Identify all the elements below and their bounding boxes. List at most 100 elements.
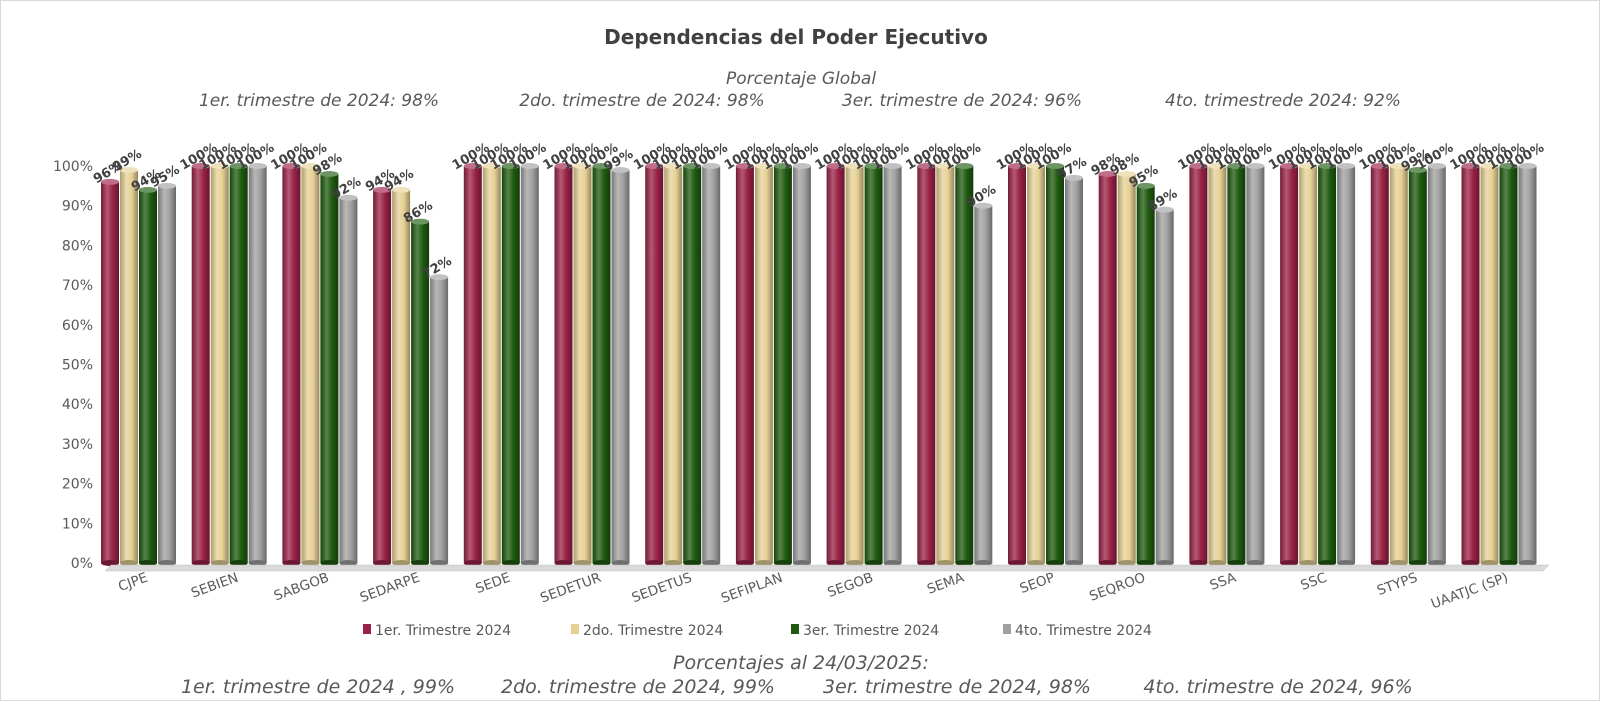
chart-floor	[104, 564, 1550, 572]
bar-sebien-2do-trimestre-2024	[210, 163, 229, 566]
bar-sede-1er-trimestre-2024	[463, 163, 482, 566]
y-tick-label: 80%	[62, 238, 93, 254]
legend-swatch	[571, 624, 579, 634]
y-tick-label: 70%	[62, 278, 93, 294]
bar-uaatjc-sp-2do-trimestre-2024	[1480, 163, 1499, 566]
x-tick-label: SSA	[1208, 569, 1239, 593]
bar-sedetur-1er-trimestre-2024	[554, 163, 573, 566]
bar-sedarpe-4to-trimestre-2024	[430, 274, 449, 566]
x-tick-label: SEOP	[1018, 570, 1057, 597]
bar-seop-3er-trimestre-2024	[1046, 163, 1064, 566]
y-tick-label: 20%	[62, 477, 93, 493]
footer-summary-q2: 2do. trimestre de 2024, 99%	[501, 676, 775, 698]
bar-ssa-3er-trimestre-2024	[1227, 163, 1246, 566]
bar-uaatjc-sp-4to-trimestre-2024	[1518, 163, 1537, 566]
y-axis: 0% 10% 20% 30% 40% 50% 60% 70% 80% 90% 100%	[53, 159, 93, 572]
legend-label: 3er. Trimestre 2024	[803, 623, 939, 639]
bar-sefiplan-1er-trimestre-2024	[735, 163, 754, 566]
bar-styps-2do-trimestre-2024	[1389, 163, 1408, 566]
bar-cjpe-4to-trimestre-2024	[158, 182, 176, 566]
period-summary-q3: 3er. trimestre de 2024: 96%	[842, 91, 1082, 111]
legend-label: 4to. Trimestre 2024	[1015, 623, 1152, 639]
bar-segob-2do-trimestre-2024	[845, 163, 864, 566]
bar-ssc-3er-trimestre-2024	[1318, 163, 1337, 566]
legend: 1er. Trimestre 2024 2do. Trimestre 2024 3e…	[363, 623, 1152, 639]
x-axis: CJPE SEBIEN SABGOB SEDARPE SEDE SEDETUR SEDETU…	[104, 564, 1550, 612]
y-tick-label: 40%	[62, 397, 93, 413]
bar-sedarpe-2do-trimestre-2024	[392, 186, 411, 566]
bar-uaatjc-sp-3er-trimestre-2024	[1499, 163, 1518, 566]
bar-sebien-3er-trimestre-2024	[229, 163, 248, 566]
x-tick-label: SEMA	[925, 569, 967, 597]
legend-swatch	[363, 624, 371, 634]
footer-summary-q4: 4to. trimestre de 2024, 96%	[1143, 676, 1412, 698]
bar-ssc-4to-trimestre-2024	[1337, 163, 1356, 566]
bar-sedetus-4to-trimestre-2024	[702, 163, 721, 566]
y-tick-label: 10%	[62, 516, 93, 532]
bar-ssa-1er-trimestre-2024	[1189, 163, 1208, 566]
bar-ssc-2do-trimestre-2024	[1299, 163, 1318, 566]
legend-item-4to-trimestre-2024: 4to. Trimestre 2024	[1003, 623, 1152, 639]
bar-seqroo-1er-trimestre-2024	[1098, 170, 1117, 566]
bar-sema-3er-trimestre-2024	[955, 163, 974, 566]
bar-sema-4to-trimestre-2024	[974, 202, 993, 566]
x-tick-label: SEDETUR	[538, 570, 603, 607]
bar-sedarpe-1er-trimestre-2024	[373, 186, 392, 566]
period-summary-q2: 2do. trimestre de 2024: 98%	[519, 91, 764, 111]
bar-sedetur-3er-trimestre-2024	[592, 163, 611, 566]
bar-ssc-1er-trimestre-2024	[1280, 163, 1299, 566]
bar-sabgob-1er-trimestre-2024	[282, 163, 301, 566]
y-tick-label: 30%	[62, 437, 93, 453]
footer-summaries: 1er. trimestre de 2024 , 99% 2do. trimes…	[181, 676, 1413, 698]
y-tick-label: 60%	[62, 318, 93, 334]
x-tick-label: SEQROO	[1087, 570, 1147, 605]
y-tick-label: 100%	[53, 159, 93, 175]
bar-seqroo-3er-trimestre-2024	[1136, 182, 1155, 566]
footer-summary-q3: 3er. trimestre de 2024, 98%	[823, 676, 1091, 698]
bar-sede-3er-trimestre-2024	[501, 163, 520, 566]
y-tick-label: 50%	[62, 358, 93, 374]
bar-sedetur-4to-trimestre-2024	[611, 166, 630, 566]
footer-summary-q1: 1er. trimestre de 2024 , 99%	[181, 676, 455, 698]
bar-cjpe-3er-trimestre-2024	[139, 186, 157, 566]
y-tick-label: 0%	[71, 556, 93, 572]
footer-title: Porcentajes al 24/03/2025:	[673, 652, 929, 674]
bar-ssa-4to-trimestre-2024	[1246, 163, 1265, 566]
x-tick-label: SABGOB	[272, 570, 331, 605]
bar-sebien-1er-trimestre-2024	[191, 163, 210, 566]
bar-sefiplan-4to-trimestre-2024	[792, 163, 811, 566]
bar-segob-1er-trimestre-2024	[826, 163, 845, 566]
x-tick-label: SEFIPLAN	[719, 570, 785, 607]
bar-sedetus-3er-trimestre-2024	[683, 163, 702, 566]
bar-sabgob-2do-trimestre-2024	[301, 163, 320, 566]
bar-seop-1er-trimestre-2024	[1008, 163, 1026, 566]
legend-item-2do-trimestre-2024: 2do. Trimestre 2024	[571, 623, 723, 639]
legend-swatch	[791, 624, 799, 634]
chart-subtitle: Porcentaje Global	[726, 69, 876, 89]
x-tick-label: SEGOB	[825, 570, 875, 601]
y-tick-label: 90%	[62, 199, 93, 215]
bar-styps-3er-trimestre-2024	[1408, 166, 1427, 566]
x-tick-label: CJPE	[116, 570, 150, 595]
bar-sebien-4to-trimestre-2024	[248, 163, 267, 566]
legend-item-3er-trimestre-2024: 3er. Trimestre 2024	[791, 623, 939, 639]
bars	[101, 163, 1537, 566]
bar-sede-4to-trimestre-2024	[520, 163, 539, 566]
x-tick-label: SEBIEN	[189, 570, 241, 602]
bar-seop-4to-trimestre-2024	[1065, 174, 1083, 566]
bar-cjpe-2do-trimestre-2024	[120, 166, 138, 566]
chart-title: Dependencias del Poder Ejecutivo	[604, 25, 988, 49]
bar-sabgob-4to-trimestre-2024	[339, 194, 358, 566]
period-summary-q1: 1er. trimestre de 2024: 98%	[199, 91, 439, 111]
bar-sede-2do-trimestre-2024	[482, 163, 501, 566]
x-tick-label: SEDARPE	[358, 570, 422, 606]
x-tick-label: SEDE	[473, 570, 512, 597]
period-summaries: 1er. trimestre de 2024: 98% 2do. trimest…	[199, 91, 1401, 111]
bar-sedetus-2do-trimestre-2024	[664, 163, 683, 566]
bar-sefiplan-3er-trimestre-2024	[773, 163, 792, 566]
bar-segob-3er-trimestre-2024	[864, 163, 883, 566]
bar-sema-1er-trimestre-2024	[917, 163, 936, 566]
legend-label: 1er. Trimestre 2024	[375, 623, 511, 639]
